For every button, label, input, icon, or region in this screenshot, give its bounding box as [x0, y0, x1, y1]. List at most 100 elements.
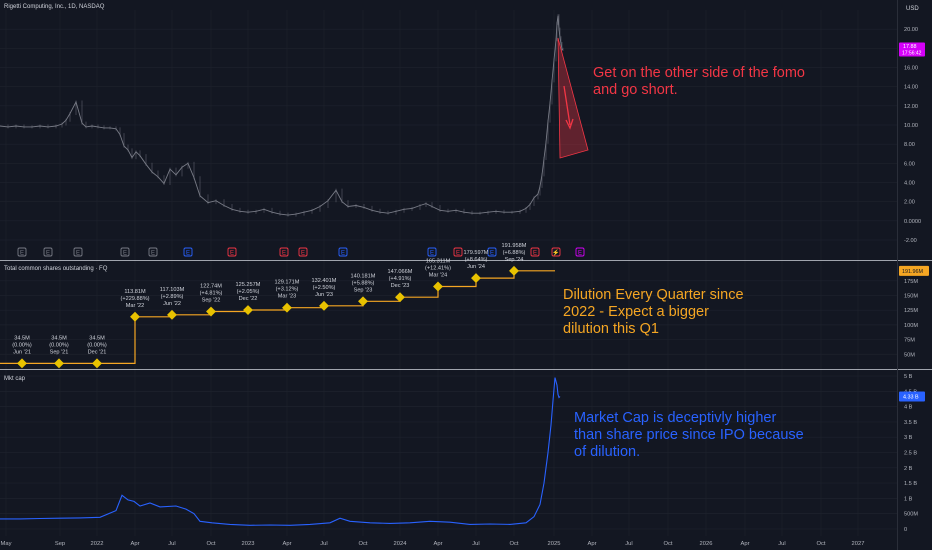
earnings-marker-label: E	[301, 251, 305, 257]
forecast-arrow[interactable]	[563, 85, 571, 126]
price-annotation[interactable]: Get on the other side of the fomo and go…	[593, 65, 805, 99]
time-tick-label: 2024	[394, 541, 408, 547]
earnings-marker-label: E	[230, 251, 234, 257]
time-tick-label: 2022	[91, 541, 104, 547]
time-tick-label: Jul	[168, 541, 175, 547]
short-forecast-drawing[interactable]	[557, 37, 589, 159]
earnings-marker-label: E	[186, 251, 190, 257]
time-tick-label: Apr	[433, 541, 442, 547]
mktcap-tick-label: 3 B	[904, 435, 913, 441]
time-tick-label: Oct	[509, 541, 518, 547]
shares-value-label: 147.066M	[388, 269, 413, 275]
mktcap-tick-label: 3.5 B	[904, 420, 917, 426]
earnings-marker-label: E	[456, 251, 460, 257]
mktcap-current-label: 4.33 B	[903, 395, 919, 401]
shares-tick-label: 75M	[904, 338, 915, 344]
shares-change-label: (+2.05%)	[237, 289, 260, 295]
shares-point-marker	[319, 300, 329, 311]
last-price-badge	[899, 42, 925, 57]
earnings-marker	[338, 247, 348, 257]
price-tick-label: 12.00	[904, 104, 918, 110]
currency-label[interactable]: USD	[906, 6, 919, 12]
mktcap-annotation-line: than share price since IPO because	[574, 427, 804, 443]
earnings-marker	[298, 247, 308, 257]
price-annotation-line: and go short.	[593, 82, 678, 98]
shares-point-marker	[358, 296, 368, 307]
dilution-annotation-line: Dilution Every Quarter since	[563, 287, 744, 303]
shares-value-label: 125.257M	[236, 282, 261, 288]
time-tick-label: Oct	[816, 541, 825, 547]
shares-period-label: Mar '22	[126, 303, 144, 309]
mktcap-annotation[interactable]: Market Cap is deceptivly higher than sha…	[574, 410, 804, 461]
earnings-marker	[120, 247, 130, 257]
mktcap-tick-label: 5 B	[904, 374, 913, 380]
time-tick-label: 2025	[548, 541, 561, 547]
shares-tick-label: 175M	[904, 279, 918, 285]
earnings-marker-label: E	[151, 251, 155, 257]
mktcap-annotation-line: Market Cap is deceptivly higher	[574, 410, 777, 426]
shares-value-label: 122.74M	[200, 284, 222, 290]
earnings-marker-label: E	[430, 251, 434, 257]
earnings-marker-label: E	[76, 251, 80, 257]
price-tick-label: 14.00	[904, 85, 918, 91]
earnings-marker	[73, 247, 83, 257]
shares-period-label: Sep '22	[202, 298, 221, 304]
shares-period-label: Jun '23	[315, 292, 333, 298]
time-tick-label: 2027	[852, 541, 865, 547]
price-annotation-line: Get on the other side of the fomo	[593, 65, 805, 81]
earnings-marker-label: ⚡	[552, 249, 559, 257]
time-tick-label: May	[1, 541, 12, 547]
earnings-marker-label: E	[341, 251, 345, 257]
shares-period-label: Jun '21	[13, 349, 31, 355]
shares-value-label: 34.5M	[14, 335, 30, 341]
shares-period-label: Mar '24	[429, 273, 447, 279]
forecast-arrowhead[interactable]	[565, 118, 574, 130]
earnings-marker-label: E	[46, 251, 50, 257]
mktcap-tick-label: 500M	[904, 512, 918, 518]
last-price-time: 17:56:42	[902, 50, 922, 56]
shares-change-label: (+6.88%)	[503, 250, 526, 256]
shares-period-label: Sep '21	[50, 349, 69, 355]
dilution-annotation[interactable]: Dilution Every Quarter since 2022 - Expe…	[563, 287, 744, 338]
earnings-marker	[453, 247, 463, 257]
shares-point-marker	[243, 305, 253, 315]
time-tick-label: 2026	[700, 541, 713, 547]
price-tick-label: 6.00	[904, 161, 915, 167]
shares-tick-label: 150M	[904, 294, 918, 300]
time-tick-label: Jul	[320, 541, 327, 547]
mktcap-tick-label: 1 B	[904, 496, 913, 502]
time-tick-label: Apr	[587, 541, 596, 547]
time-tick-label: Apr	[282, 541, 291, 547]
shares-value-label: 165.311M	[426, 259, 451, 265]
shares-change-label: (+12.41%)	[425, 266, 451, 272]
time-tick-label: Sep	[55, 541, 65, 547]
shares-value-label: 140.181M	[351, 273, 376, 279]
earnings-marker-label: E	[578, 251, 582, 257]
time-tick-label: Oct	[663, 541, 672, 547]
shares-tick-label: 100M	[904, 323, 918, 329]
shares-point-marker	[206, 306, 216, 317]
shares-period-label: Sep '23	[354, 287, 373, 293]
earnings-marker	[551, 247, 561, 257]
earnings-markers: E E E E E E E E E E E E E E ⚡ E	[17, 247, 585, 257]
axes: 20.0018.0016.0014.0012.0010.008.006.004.…	[1, 27, 929, 547]
time-tick-label: Jul	[625, 541, 632, 547]
price-tick-label: 10.00	[904, 123, 918, 129]
shares-point-marker	[130, 311, 140, 322]
shares-change-label: (+2.50%)	[313, 285, 336, 291]
time-tick-label: Apr	[130, 541, 139, 547]
last-price-label: 17.88	[903, 44, 917, 50]
earnings-marker-label: E	[282, 251, 286, 257]
earnings-marker	[530, 247, 540, 257]
time-tick-label: 2023	[242, 541, 255, 547]
shares-point-marker	[92, 358, 102, 369]
forecast-wedge[interactable]	[557, 37, 589, 159]
time-tick-label: Oct	[358, 541, 367, 547]
shares-change-label: (+8.64%)	[465, 257, 488, 263]
shares-change-label: (+229.88%)	[120, 296, 149, 302]
shares-period-label: Dec '21	[88, 349, 107, 355]
mktcap-pane-title: Mkt cap	[4, 376, 26, 382]
shares-value-label: 129.171M	[275, 280, 300, 286]
shares-change-label: (+4.91%)	[389, 276, 412, 282]
